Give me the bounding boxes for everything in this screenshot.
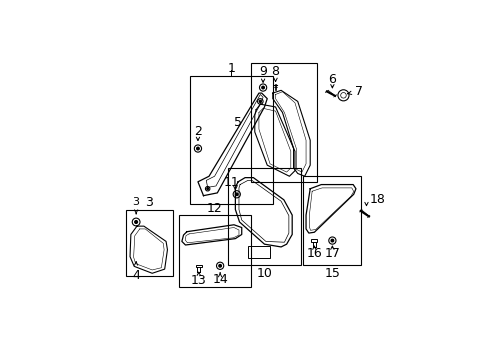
Bar bbox=[247, 246, 269, 258]
Text: 7: 7 bbox=[354, 85, 362, 98]
Text: 8: 8 bbox=[271, 66, 279, 78]
Circle shape bbox=[330, 239, 333, 242]
Circle shape bbox=[135, 221, 137, 223]
Bar bbox=[195, 265, 202, 267]
Text: 13: 13 bbox=[190, 274, 206, 287]
Circle shape bbox=[259, 100, 261, 102]
Text: 5: 5 bbox=[234, 116, 242, 129]
Text: 2: 2 bbox=[194, 125, 202, 138]
Text: 17: 17 bbox=[324, 247, 340, 260]
Bar bbox=[125, 210, 173, 276]
Text: 12: 12 bbox=[206, 202, 222, 215]
Bar bbox=[189, 76, 272, 204]
Text: 16: 16 bbox=[306, 247, 322, 260]
Bar bbox=[303, 176, 361, 265]
Circle shape bbox=[261, 86, 264, 89]
Bar bbox=[228, 168, 300, 265]
Bar bbox=[311, 239, 317, 242]
Text: 3: 3 bbox=[132, 197, 140, 207]
Bar bbox=[178, 215, 250, 287]
Text: 4: 4 bbox=[132, 269, 140, 282]
Text: 3: 3 bbox=[145, 196, 153, 209]
Circle shape bbox=[235, 193, 238, 195]
Circle shape bbox=[206, 188, 208, 189]
Circle shape bbox=[219, 265, 221, 267]
Text: 9: 9 bbox=[259, 66, 266, 78]
Text: 6: 6 bbox=[328, 73, 336, 86]
Text: 15: 15 bbox=[324, 267, 340, 280]
Text: 1: 1 bbox=[227, 62, 235, 75]
Text: 18: 18 bbox=[369, 193, 385, 206]
Circle shape bbox=[196, 147, 199, 150]
Text: 10: 10 bbox=[256, 267, 272, 280]
Text: 11: 11 bbox=[224, 176, 239, 189]
Bar bbox=[250, 63, 317, 182]
Text: 14: 14 bbox=[212, 273, 227, 286]
